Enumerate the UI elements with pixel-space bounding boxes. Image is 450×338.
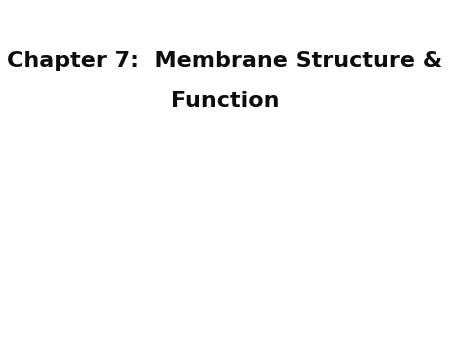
Text: Chapter 7:  Membrane Structure &: Chapter 7: Membrane Structure & bbox=[7, 51, 443, 71]
Text: Function: Function bbox=[171, 91, 279, 112]
